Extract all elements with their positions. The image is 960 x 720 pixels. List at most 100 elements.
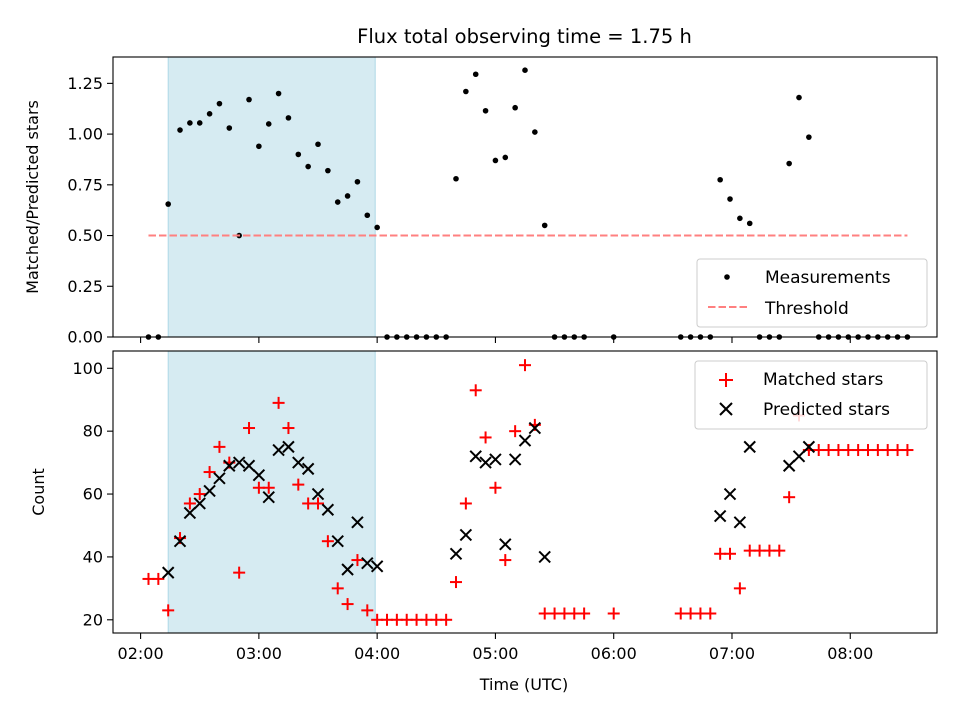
measurement-point <box>315 141 321 148</box>
bottom-marks <box>142 359 914 626</box>
predicted-star-point <box>743 440 756 454</box>
top-shaded-interval <box>167 56 376 338</box>
matched-star-point <box>233 566 246 579</box>
bottom-y-tick-label: 60 <box>83 485 103 504</box>
bottom-legend: Matched stars Predicted stars <box>694 360 928 430</box>
x-tick-label: 04:00 <box>354 644 400 663</box>
predicted-star-point <box>723 487 737 501</box>
matched-star-point <box>193 488 206 501</box>
measurement-point <box>256 143 262 150</box>
measurement-point <box>374 224 380 231</box>
predicted-star-point <box>252 468 266 482</box>
matched-star-point <box>578 607 591 620</box>
predicted-star-point <box>262 490 275 504</box>
legend-matched-label: Matched stars <box>763 370 883 390</box>
predicted-star-point <box>272 443 285 457</box>
bottom-panel: 20 40 60 80 100 02:00 03:00 04:00 05:00 06:00 07:0… <box>29 350 938 694</box>
matched-star-point <box>312 497 325 510</box>
measurement-point <box>334 199 341 205</box>
predicted-star-point <box>301 462 315 476</box>
predicted-star-point <box>341 563 354 576</box>
matched-star-point <box>479 431 492 444</box>
measurement-point <box>216 100 223 107</box>
x-tick-label: 08:00 <box>827 644 873 663</box>
chart-title: Flux total observing time = 1.75 h <box>357 25 692 48</box>
predicted-star-point <box>713 509 727 523</box>
predicted-star-point <box>733 516 747 529</box>
measurement-point <box>453 175 459 182</box>
measurement-point <box>717 176 723 183</box>
predicted-star-point <box>311 487 325 501</box>
x-tick-label: 07:00 <box>709 644 755 663</box>
matched-star-point <box>183 497 196 510</box>
predicted-star-point <box>538 550 551 564</box>
predicted-star-point <box>792 450 806 463</box>
x-axis-label: Time (UTC) <box>479 675 568 694</box>
measurement-point <box>737 215 743 222</box>
top-y-tick-label: 0.00 <box>67 328 103 347</box>
measurement-point <box>325 167 331 174</box>
measurement-point <box>187 120 193 126</box>
measurement-point <box>786 160 792 167</box>
matched-star-point <box>262 481 275 494</box>
top-marks <box>145 67 911 340</box>
matched-star-point <box>272 396 285 409</box>
measurement-point <box>275 90 282 97</box>
matched-star-point <box>469 384 482 397</box>
matched-star-point <box>213 440 226 453</box>
predicted-star-point <box>183 506 197 520</box>
predicted-star-point <box>193 497 206 510</box>
matched-star-point <box>361 604 374 617</box>
legend-measurements-label: Measurements <box>765 268 891 288</box>
measurement-point <box>532 129 538 135</box>
predicted-star-point <box>331 534 344 548</box>
predicted-star-point <box>321 503 335 516</box>
bottom-y-tick-label: 40 <box>83 547 103 566</box>
top-legend-box <box>696 258 928 328</box>
bottom-y-axis-label: Count <box>29 468 48 516</box>
matched-star-point <box>152 572 165 585</box>
bottom-y-tick-label: 20 <box>83 610 103 629</box>
top-y-tick-label: 0.50 <box>67 226 103 245</box>
matched-star-point <box>440 613 453 626</box>
measurement-point <box>177 127 183 133</box>
x-tick-label: 02:00 <box>118 644 164 663</box>
matched-star-point <box>901 444 914 457</box>
measurement-point <box>463 88 469 95</box>
matched-star-point <box>292 478 305 491</box>
matched-star-point <box>733 582 746 595</box>
measurement-point <box>305 163 311 170</box>
predicted-star-point <box>213 472 226 485</box>
predicted-star-point <box>449 547 463 560</box>
top-axes: 0.00 0.25 0.50 0.75 1.00 1.25 <box>67 74 851 347</box>
bottom-y-tick-label: 80 <box>83 422 103 441</box>
predicted-star-point <box>203 484 216 498</box>
matched-star-point <box>489 481 502 494</box>
predicted-star-point <box>489 453 502 466</box>
matched-star-point <box>341 598 354 611</box>
bottom-plot-frame <box>112 350 938 634</box>
top-legend: Measurements Threshold <box>696 258 928 328</box>
measurement-point <box>502 154 509 161</box>
predicted-star-point <box>282 440 295 454</box>
matched-star-point <box>162 604 175 617</box>
measurement-point <box>492 157 499 164</box>
legend-measurements-marker <box>724 274 730 280</box>
legend-threshold-label: Threshold <box>764 299 849 319</box>
measurement-point <box>522 67 528 73</box>
predicted-star-point <box>351 516 364 529</box>
measurement-point <box>196 120 203 126</box>
bottom-y-tick-label: 100 <box>72 359 103 378</box>
matched-star-point <box>607 607 620 620</box>
measurement-point <box>482 107 489 114</box>
top-y-axis-label: Matched/Predicted stars <box>23 100 42 294</box>
matched-star-point <box>450 576 463 589</box>
matched-star-point <box>704 607 717 620</box>
matched-star-point <box>509 425 522 438</box>
measurement-point <box>727 196 733 202</box>
top-y-tick-label: 1.00 <box>67 125 103 144</box>
x-tick-label: 05:00 <box>472 644 518 663</box>
predicted-star-point <box>361 557 374 570</box>
predicted-star-point <box>232 456 246 469</box>
